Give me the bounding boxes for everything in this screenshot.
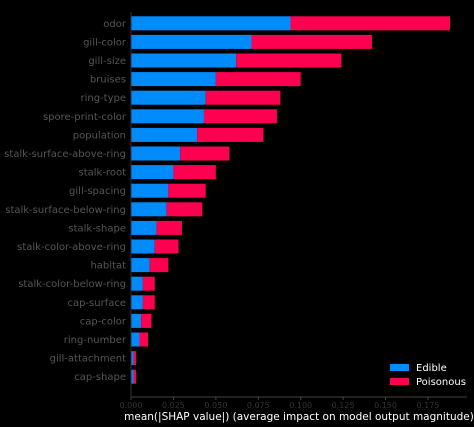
bar-ring-number-edible [131,332,140,347]
category-label-gill-attachment: gill-attachment [50,354,126,365]
x-ticks: 0.000 0.025 0.050 0.075 0.100 0.125 0.150 0.175 [120,397,440,410]
bar-stalk-root-poisonous [173,165,216,180]
x-tick-label: 0.100 [289,401,312,410]
category-labels: odor gill-color gill-size bruises ring-type s… [4,19,127,383]
bar-population-poisonous [197,127,264,142]
bar-gill-spacing-poisonous [168,183,206,198]
bar-cap-shape-poisonous [133,369,137,384]
bar-bruises-poisonous [215,72,301,87]
bar-habitat-edible [131,258,150,273]
category-label-bruises: bruises [90,75,126,86]
legend: Edible Poisonous [390,363,466,388]
bar-cap-color-poisonous [141,313,152,328]
x-tick-label: 0.075 [247,401,270,410]
bar-ring-number-poisonous [139,332,148,347]
x-tick-label: 0.025 [162,401,185,410]
category-label-stalk-root: stalk-root [79,168,127,179]
category-label-spore-print-color: spore-print-color [43,112,127,123]
category-label-odor: odor [103,19,127,30]
category-label-cap-surface: cap-surface [67,298,126,309]
category-label-gill-color: gill-color [83,37,127,48]
bar-stalk-surface-above-ring-edible [131,146,181,161]
x-axis-label: mean(|SHAP value|) (average impact on mo… [124,411,474,423]
legend-label-poisonous: Poisonous [416,377,466,388]
legend-swatch-poisonous [390,378,409,385]
bar-cap-surface-poisonous [142,295,155,310]
bar-cap-color-edible [131,313,142,328]
bar-gill-attachment-poisonous [133,351,137,366]
bar-habitat-poisonous [149,258,169,273]
bars-group [131,16,451,384]
bar-gill-color-edible [131,34,252,49]
category-label-ring-number: ring-number [64,335,127,346]
bar-stalk-shape-edible [131,220,157,235]
bar-stalk-surface-below-ring-poisonous [166,202,203,217]
bar-bruises-edible [131,72,216,87]
x-tick-label: 0.125 [332,401,355,410]
x-tick-label: 0.175 [417,401,440,410]
bar-population-edible [131,127,198,142]
bar-ring-type-poisonous [205,90,281,105]
bar-stalk-color-below-ring-edible [131,276,143,291]
category-label-ring-type: ring-type [80,93,126,104]
category-label-stalk-color-below-ring: stalk-color-below-ring [18,279,126,290]
category-label-population: population [73,130,126,141]
legend-label-edible: Edible [416,363,447,374]
bar-cap-shape-edible [131,369,134,384]
bar-stalk-color-above-ring-poisonous [154,239,179,254]
x-tick-label: 0.000 [120,401,143,410]
bar-gill-attachment-edible [131,351,134,366]
bar-stalk-shape-poisonous [156,220,182,235]
category-label-cap-shape: cap-shape [74,372,126,383]
category-label-habitat: habitat [90,261,126,272]
bar-ring-type-edible [131,90,206,105]
category-label-stalk-surface-above-ring: stalk-surface-above-ring [4,149,126,160]
bar-odor-poisonous [290,16,451,31]
bar-stalk-root-edible [131,165,174,180]
bar-stalk-surface-below-ring-edible [131,202,167,217]
bar-stalk-color-above-ring-edible [131,239,155,254]
bar-stalk-surface-above-ring-poisonous [180,146,230,161]
bar-gill-size-edible [131,53,237,68]
category-label-stalk-color-above-ring: stalk-color-above-ring [17,242,126,253]
bar-gill-color-poisonous [251,34,372,49]
bar-spore-print-color-edible [131,109,204,124]
bar-spore-print-color-poisonous [203,109,277,124]
category-label-stalk-shape: stalk-shape [68,223,126,234]
x-tick-label: 0.050 [204,401,227,410]
bar-odor-edible [131,16,291,31]
category-label-cap-color: cap-color [80,316,127,327]
category-label-gill-spacing: gill-spacing [69,186,126,197]
bar-gill-size-poisonous [236,53,342,68]
bar-cap-surface-edible [131,295,143,310]
category-label-stalk-surface-below-ring: stalk-surface-below-ring [5,205,126,216]
category-label-gill-size: gill-size [88,56,126,67]
legend-swatch-edible [390,364,409,371]
x-tick-label: 0.150 [374,401,397,410]
bar-gill-spacing-edible [131,183,169,198]
bar-stalk-color-below-ring-poisonous [142,276,155,291]
